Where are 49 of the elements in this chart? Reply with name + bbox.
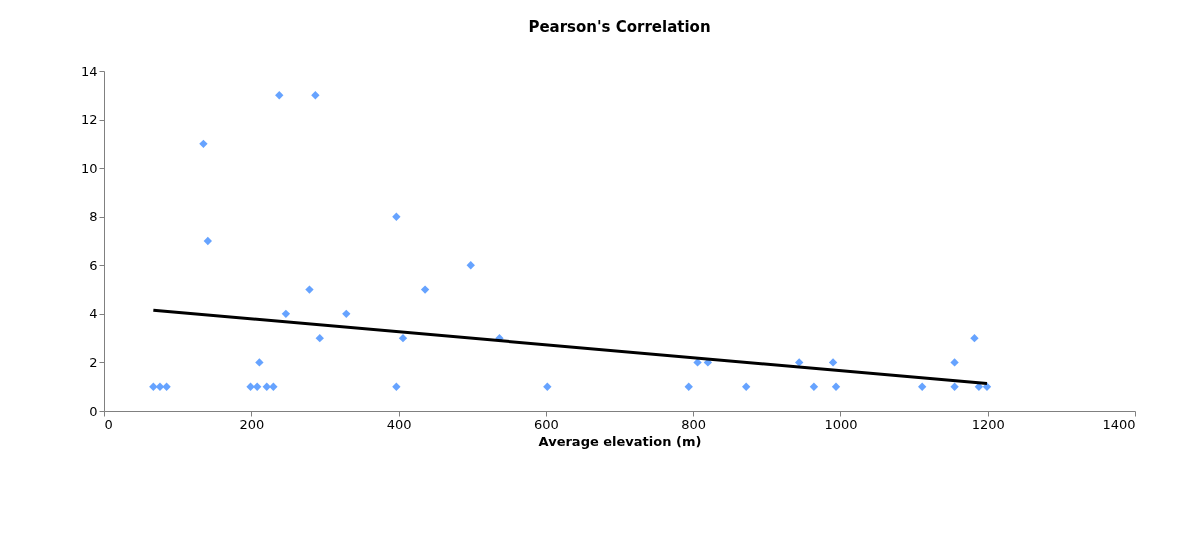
x-axis-title: Average elevation (m): [538, 433, 702, 449]
point: [203, 236, 213, 246]
x-tick-label: 1400: [1102, 416, 1136, 432]
point: [741, 382, 751, 391]
point: [281, 309, 291, 319]
point: [970, 333, 979, 343]
y-tick-label: 8: [89, 209, 98, 225]
y-tick-label: 10: [80, 160, 98, 176]
point: [950, 382, 959, 391]
x-tick-label: 0: [104, 416, 113, 432]
point: [950, 358, 959, 367]
chart-title: Pearson's Correlation: [528, 18, 711, 36]
point: [917, 382, 927, 391]
x-tick-label: 600: [533, 416, 559, 432]
y-tick-label: 14: [80, 63, 98, 79]
point: [252, 382, 262, 391]
point: [311, 91, 320, 100]
point: [543, 382, 552, 391]
point: [269, 382, 278, 391]
point: [262, 382, 271, 391]
point: [398, 333, 408, 343]
x-tick-label: 200: [239, 416, 265, 432]
point: [684, 382, 693, 391]
point: [693, 358, 702, 367]
point: [831, 382, 841, 391]
y-tick-label: 4: [89, 306, 98, 322]
x-tick-label: 1000: [824, 416, 858, 432]
point: [255, 358, 264, 367]
point: [392, 382, 401, 391]
x-tick-label: 400: [386, 416, 412, 432]
point: [466, 261, 475, 270]
point: [149, 382, 158, 391]
point: [342, 309, 351, 319]
point: [246, 382, 255, 391]
point: [392, 212, 401, 221]
point: [315, 333, 324, 343]
point: [809, 382, 819, 391]
y-tick-label: 6: [89, 257, 98, 273]
point: [305, 285, 314, 294]
y-tick-label: 12: [80, 112, 98, 128]
x-tick-label: 1200: [971, 416, 1005, 432]
y-tick-label: 2: [89, 354, 98, 370]
point: [828, 358, 838, 367]
point: [199, 139, 208, 149]
x-tick-label: 800: [681, 416, 707, 432]
point: [162, 382, 171, 391]
point: [275, 91, 284, 100]
point: [420, 285, 430, 294]
y-tick-label: 0: [89, 403, 98, 419]
